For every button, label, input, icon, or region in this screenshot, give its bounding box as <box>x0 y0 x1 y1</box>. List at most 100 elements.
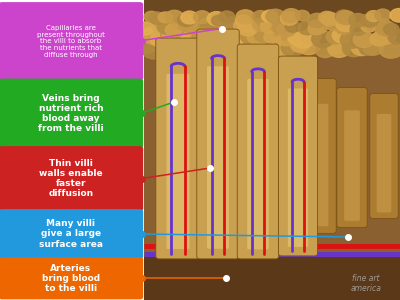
Text: fine art
america: fine art america <box>350 274 382 293</box>
Circle shape <box>266 9 285 23</box>
Circle shape <box>210 33 229 48</box>
Circle shape <box>290 38 310 52</box>
Circle shape <box>181 11 198 24</box>
Circle shape <box>165 10 184 24</box>
Circle shape <box>260 37 284 55</box>
Circle shape <box>222 17 241 31</box>
Circle shape <box>351 40 372 56</box>
FancyBboxPatch shape <box>261 70 295 236</box>
Circle shape <box>185 43 205 58</box>
Circle shape <box>144 11 159 22</box>
Circle shape <box>360 19 378 32</box>
Circle shape <box>340 32 362 48</box>
Circle shape <box>370 32 388 46</box>
Circle shape <box>374 28 396 44</box>
Circle shape <box>375 9 391 21</box>
Circle shape <box>379 41 400 58</box>
Circle shape <box>288 32 306 45</box>
Circle shape <box>238 21 258 36</box>
FancyBboxPatch shape <box>304 79 336 233</box>
FancyBboxPatch shape <box>0 79 143 148</box>
Circle shape <box>332 27 354 43</box>
Circle shape <box>254 29 272 42</box>
Circle shape <box>181 32 200 46</box>
Circle shape <box>359 41 378 56</box>
Circle shape <box>253 11 268 22</box>
Circle shape <box>277 32 295 46</box>
Circle shape <box>206 37 229 54</box>
Circle shape <box>308 23 324 34</box>
Circle shape <box>217 32 236 46</box>
Circle shape <box>137 22 154 35</box>
Circle shape <box>384 44 400 58</box>
Circle shape <box>295 10 310 21</box>
Circle shape <box>285 21 301 32</box>
Circle shape <box>272 22 288 34</box>
FancyBboxPatch shape <box>288 88 308 247</box>
Circle shape <box>136 37 158 53</box>
Circle shape <box>321 12 339 26</box>
FancyBboxPatch shape <box>0 146 143 211</box>
Circle shape <box>335 10 352 22</box>
FancyBboxPatch shape <box>337 88 367 227</box>
FancyBboxPatch shape <box>0 257 143 299</box>
Circle shape <box>206 21 225 35</box>
FancyBboxPatch shape <box>189 87 207 228</box>
Circle shape <box>180 18 198 31</box>
FancyBboxPatch shape <box>197 29 239 259</box>
Circle shape <box>192 28 215 45</box>
Circle shape <box>218 43 239 58</box>
Circle shape <box>384 23 399 35</box>
Circle shape <box>353 32 374 47</box>
Circle shape <box>207 12 226 26</box>
Bar <box>144 0 400 54</box>
Circle shape <box>169 43 188 57</box>
Circle shape <box>301 29 321 44</box>
Circle shape <box>141 27 163 44</box>
Circle shape <box>350 33 371 48</box>
FancyBboxPatch shape <box>377 114 391 212</box>
Bar <box>144 0 400 300</box>
Circle shape <box>224 39 248 57</box>
FancyBboxPatch shape <box>344 110 360 221</box>
Circle shape <box>212 15 226 26</box>
Circle shape <box>336 22 352 34</box>
Text: Arteries
bring blood
to the villi: Arteries bring blood to the villi <box>42 264 100 293</box>
FancyBboxPatch shape <box>229 92 247 229</box>
Circle shape <box>280 12 298 25</box>
Circle shape <box>372 19 392 33</box>
Circle shape <box>247 29 267 44</box>
Circle shape <box>336 17 355 32</box>
Circle shape <box>179 16 200 32</box>
Circle shape <box>292 32 314 48</box>
Circle shape <box>350 23 367 35</box>
FancyBboxPatch shape <box>220 64 256 236</box>
Circle shape <box>253 18 271 32</box>
Circle shape <box>161 28 178 42</box>
Circle shape <box>308 13 327 28</box>
Circle shape <box>194 11 210 23</box>
FancyBboxPatch shape <box>278 56 318 256</box>
Circle shape <box>152 20 170 33</box>
Circle shape <box>192 38 213 54</box>
Circle shape <box>277 23 296 37</box>
Circle shape <box>366 11 381 22</box>
Circle shape <box>142 41 166 59</box>
Text: Thin villi
walls enable
faster
diffusion: Thin villi walls enable faster diffusion <box>39 159 103 198</box>
Circle shape <box>247 41 270 58</box>
Circle shape <box>236 10 255 24</box>
FancyBboxPatch shape <box>180 58 216 236</box>
Circle shape <box>173 40 193 55</box>
Circle shape <box>204 44 223 58</box>
Text: Many villi
give a large
surface area: Many villi give a large surface area <box>39 220 103 248</box>
FancyBboxPatch shape <box>156 38 200 259</box>
Circle shape <box>219 11 235 23</box>
Circle shape <box>262 10 278 22</box>
Circle shape <box>178 14 195 27</box>
Circle shape <box>388 30 400 44</box>
Bar <box>144 256 400 300</box>
Circle shape <box>157 20 177 34</box>
Circle shape <box>165 24 182 36</box>
Circle shape <box>240 28 261 44</box>
Text: Veins bring
nutrient rich
blood away
from the villi: Veins bring nutrient rich blood away fro… <box>38 94 104 133</box>
